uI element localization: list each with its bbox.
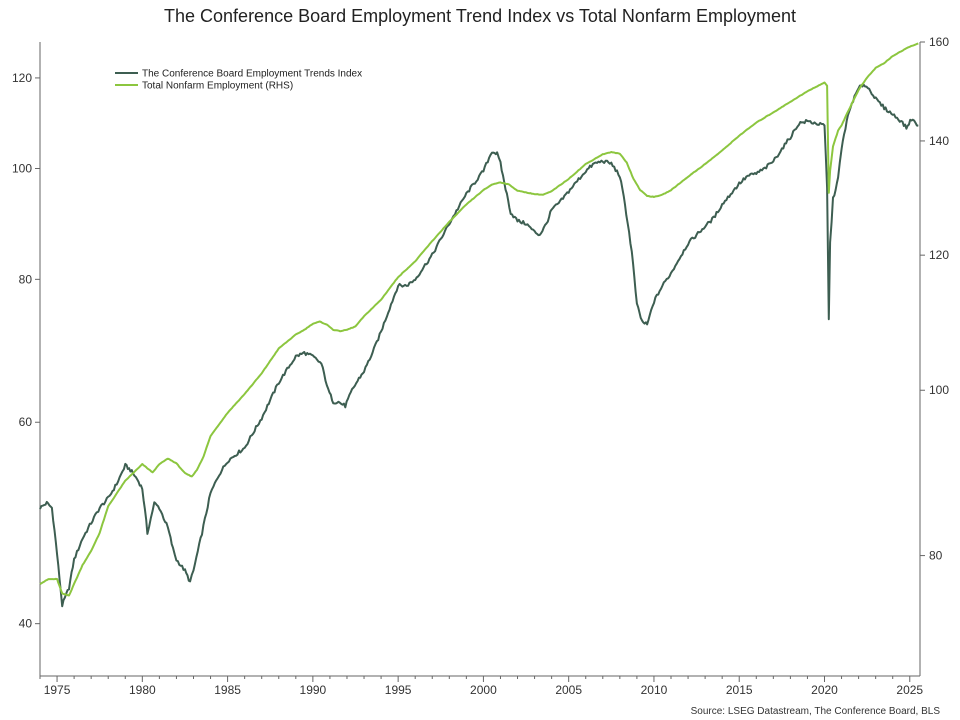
nonfarm-series-line — [39, 42, 919, 597]
chart-title: The Conference Board Employment Trend In… — [164, 6, 796, 26]
x-tick-label: 1985 — [214, 683, 241, 697]
x-tick-label: 1995 — [385, 683, 412, 697]
legend-label: Total Nonfarm Employment (RHS) — [142, 81, 293, 92]
x-tick-label: 2015 — [726, 683, 753, 697]
right-axis: 80 100 120 140 160 — [919, 35, 949, 676]
x-tick-label: 1990 — [300, 683, 327, 697]
legend: The Conference Board Employment Trends I… — [115, 69, 362, 92]
x-tick-label: 2025 — [896, 683, 923, 697]
x-tick-label: 1975 — [44, 683, 71, 697]
x-axis: 1975 1980 1985 1990 1995 2000 2005 2010 2015 2020… — [39, 675, 923, 697]
x-tick-label: 2000 — [470, 683, 497, 697]
right-tick-label: 140 — [929, 134, 949, 148]
right-tick-label: 100 — [929, 383, 949, 397]
x-tick-label: 2010 — [641, 683, 668, 697]
x-tick-label: 2005 — [555, 683, 582, 697]
left-axis: 40 60 80 100 120 — [12, 42, 41, 676]
left-tick-label: 60 — [19, 415, 33, 429]
left-tick-label: 40 — [19, 617, 33, 631]
legend-label: The Conference Board Employment Trends I… — [142, 69, 362, 80]
left-tick-label: 100 — [12, 161, 32, 175]
right-tick-label: 160 — [929, 35, 949, 49]
x-tick-label: 2020 — [811, 683, 838, 697]
source-note: Source: LSEG Datastream, The Conference … — [691, 706, 941, 717]
eti-series-line — [39, 83, 919, 608]
left-tick-label: 80 — [19, 272, 33, 286]
series-layer — [39, 42, 919, 608]
x-tick-label: 1980 — [129, 683, 156, 697]
right-tick-label: 120 — [929, 248, 949, 262]
left-tick-label: 120 — [12, 71, 32, 85]
right-tick-label: 80 — [929, 549, 943, 563]
